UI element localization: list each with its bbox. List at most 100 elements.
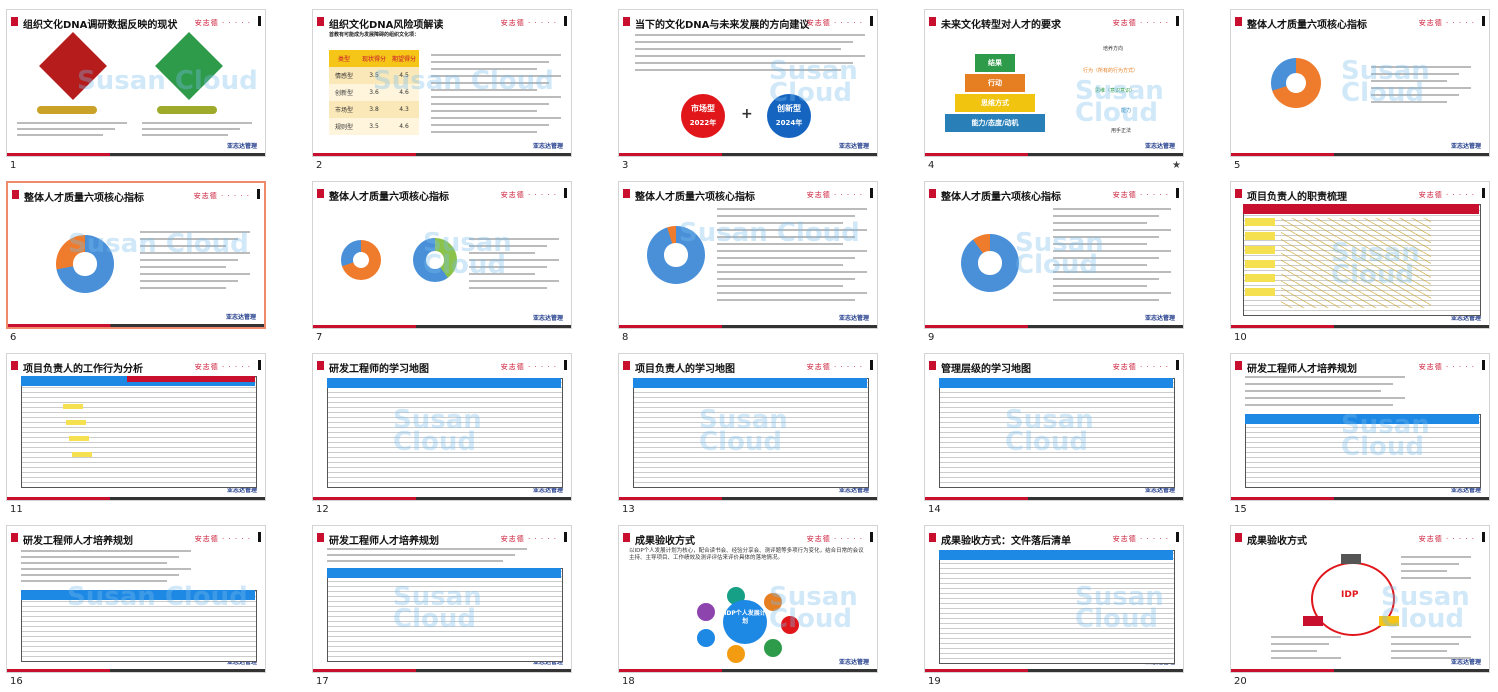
slide-footer-bar — [619, 497, 877, 500]
slide-thumbnail-20[interactable]: 成果验收方式 安志德 · · · · · 亚志达管理 IDP Susan Cloud 20 — [1230, 525, 1492, 691]
slide-footer-bar — [1231, 497, 1489, 500]
slide-title: 组织文化DNA调研数据反映的现状 — [23, 20, 178, 31]
slide-preview[interactable]: 组织文化DNA风险项解读 安志德 · · · · · 亚志达管理 首教有可能成为发展障… — [312, 9, 572, 157]
yellow-cell — [1245, 232, 1275, 240]
slide-thumbnail-10[interactable]: 项目负责人的职责梳理 安志德 · · · · · 亚志达管理 Susan Cloud 1… — [1230, 181, 1492, 347]
slide-number: 19 — [928, 676, 941, 687]
slide-preview[interactable]: 整体人才质量六项核心指标 安志德 · · · · · 亚志达管理 Susan Clou… — [924, 181, 1184, 329]
slide-preview[interactable]: 管理层级的学习地图 安志德 · · · · · 亚志达管理 Susan Cloud — [924, 353, 1184, 501]
slide-preview[interactable]: 整体人才质量六项核心指标 安志德 · · · · · 亚志达管理 Susan Clou… — [1230, 9, 1490, 157]
slide-preview[interactable]: 组织文化DNA调研数据反映的现状 安志德 · · · · · 亚志达管理 Susan … — [6, 9, 266, 157]
slide-thumbnail-14[interactable]: 管理层级的学习地图 安志德 · · · · · 亚志达管理 Susan Cloud 14 — [924, 353, 1186, 519]
text-line — [717, 215, 855, 217]
slide-title: 成果验收方式 — [635, 536, 695, 547]
slide-thumbnail-5[interactable]: 整体人才质量六项核心指标 安志德 · · · · · 亚志达管理 Susan Clou… — [1230, 9, 1492, 175]
slide-preview[interactable]: 整体人才质量六项核心指标 安志德 · · · · · 亚志达管理 Susan Clou… — [312, 181, 572, 329]
slide-thumbnail-12[interactable]: 研发工程师的学习地图 安志德 · · · · · 亚志达管理 Susan Cloud 1… — [312, 353, 574, 519]
slide-preview[interactable]: 项目负责人的工作行为分析 安志德 · · · · · 亚志达管理 — [6, 353, 266, 501]
slide-title: 研发工程师人才培养规划 — [1247, 364, 1357, 375]
text-line — [140, 259, 238, 261]
slide-title: 管理层级的学习地图 — [941, 364, 1031, 375]
yellow-cell — [1245, 246, 1275, 254]
data-table — [1245, 414, 1481, 488]
slide-preview[interactable]: 研发工程师人才培养规划 安志德 · · · · · 亚志达管理 Susan Cloud — [312, 525, 572, 673]
brand-bar — [257, 189, 260, 199]
slide-preview[interactable]: 成果验收方式 安志德 · · · · · 亚志达管理 IDP Susan Cloud — [1230, 525, 1490, 673]
slide-brand: 安志德 · · · · · — [500, 191, 557, 199]
slide-thumbnail-11[interactable]: 项目负责人的工作行为分析 安志德 · · · · · 亚志达管理 11 — [6, 353, 268, 519]
text-line — [1053, 299, 1159, 301]
slide-number: 15 — [1234, 504, 1247, 515]
slide-preview[interactable]: 项目负责人的学习地图 安志德 · · · · · 亚志达管理 Susan Cloud — [618, 353, 878, 501]
slide-thumbnail-6[interactable]: 整体人才质量六项核心指标 安志德 · · · · · 亚志达管理 Susan Clou… — [6, 181, 268, 347]
slide-preview[interactable]: 成果验收方式 安志德 · · · · · 亚志达管理 以IDP个人发展计划为核心，配合… — [618, 525, 878, 673]
slide-title: 当下的文化DNA与未来发展的方向建议 — [635, 20, 810, 31]
slide-thumbnail-2[interactable]: 组织文化DNA风险项解读 安志德 · · · · · 亚志达管理 首教有可能成为发展障… — [312, 9, 574, 175]
footer-logo: 亚志达管理 — [1144, 487, 1175, 494]
pyramid-level: 行动 — [965, 74, 1025, 92]
slide-title-marker — [317, 189, 324, 198]
text-line — [1371, 87, 1471, 89]
footer-logo: 亚志达管理 — [532, 315, 563, 322]
slide-thumbnail-16[interactable]: 研发工程师人才培养规划 安志德 · · · · · 亚志达管理 Susan Cloud… — [6, 525, 268, 691]
slide-preview[interactable]: 整体人才质量六项核心指标 安志德 · · · · · 亚志达管理 Susan Clou… — [6, 181, 266, 329]
slide-thumbnail-4[interactable]: 未来文化转型对人才的要求 安志德 · · · · · 亚志达管理 结果 行动 思维方式 能力… — [924, 9, 1186, 175]
slide-brand: 安志德 · · · · · — [806, 191, 863, 199]
text-line — [17, 122, 127, 124]
slide-preview[interactable]: 当下的文化DNA与未来发展的方向建议 安志德 · · · · · 亚志达管理 市场型 2… — [618, 9, 878, 157]
text-line — [1391, 650, 1447, 652]
slide-thumbnail-8[interactable]: 整体人才质量六项核心指标 安志德 · · · · · 亚志达管理 Susan Clou… — [618, 181, 880, 347]
slide-preview[interactable]: 项目负责人的职责梳理 安志德 · · · · · 亚志达管理 Susan Cloud — [1230, 181, 1490, 329]
text-line — [1271, 636, 1341, 638]
slide-thumbnail-3[interactable]: 当下的文化DNA与未来发展的方向建议 安志德 · · · · · 亚志达管理 市场型 2… — [618, 9, 880, 175]
text-line — [1053, 271, 1171, 273]
slide-thumbnail-9[interactable]: 整体人才质量六项核心指标 安志德 · · · · · 亚志达管理 Susan Clou… — [924, 181, 1186, 347]
slide-title-marker — [929, 17, 936, 26]
slide-brand: 安志德 · · · · · — [1418, 191, 1475, 199]
slide-title-marker — [929, 361, 936, 370]
slide-number: 14 — [928, 504, 941, 515]
slide-title: 项目负责人的学习地图 — [635, 364, 735, 375]
slide-preview[interactable]: 未来文化转型对人才的要求 安志德 · · · · · 亚志达管理 结果 行动 思维方式 能力… — [924, 9, 1184, 157]
risk-cell: 规则型 — [334, 124, 353, 131]
slide-title-marker — [1235, 17, 1242, 26]
slide-preview[interactable]: 研发工程师的学习地图 安志德 · · · · · 亚志达管理 Susan Cloud — [312, 353, 572, 501]
slide-footer-bar — [7, 153, 265, 156]
slide-number: 20 — [1234, 676, 1247, 687]
slide-number: 1 — [10, 160, 17, 171]
slide-preview[interactable]: 整体人才质量六项核心指标 安志德 · · · · · 亚志达管理 Susan Clou… — [618, 181, 878, 329]
brand-bar — [1176, 16, 1179, 26]
slide-thumbnail-7[interactable]: 整体人才质量六项核心指标 安志德 · · · · · 亚志达管理 Susan Clou… — [312, 181, 574, 347]
text-line — [635, 55, 865, 57]
risk-row: 情感型 3.5 4.5 — [329, 67, 419, 84]
risk-cell: 类型 — [337, 56, 350, 63]
slide-thumbnail-13[interactable]: 项目负责人的学习地图 安志德 · · · · · 亚志达管理 Susan Cloud 1… — [618, 353, 880, 519]
slide-thumbnail-18[interactable]: 成果验收方式 安志德 · · · · · 亚志达管理 以IDP个人发展计划为核心，配合… — [618, 525, 880, 691]
slide-thumbnail-17[interactable]: 研发工程师人才培养规划 安志德 · · · · · 亚志达管理 Susan Cloud… — [312, 525, 574, 691]
pyramid-level: 能力/态度/动机 — [945, 114, 1045, 132]
slide-thumbnail-15[interactable]: 研发工程师人才培养规划 安志德 · · · · · 亚志达管理 Susan Cloud… — [1230, 353, 1492, 519]
text-line — [717, 271, 867, 273]
text-line — [717, 250, 867, 252]
donut-chart — [961, 234, 1019, 292]
market-circle: 市场型 2022年 — [681, 94, 725, 138]
text-line — [1391, 657, 1471, 659]
satellite-circle — [697, 602, 716, 621]
slide-title-marker — [1235, 189, 1242, 198]
table-header — [633, 378, 867, 388]
text-line — [17, 128, 115, 130]
slide-thumbnail-1[interactable]: 组织文化DNA调研数据反映的现状 安志德 · · · · · 亚志达管理 Susan … — [6, 9, 268, 175]
innov-label: 创新型 — [777, 104, 801, 113]
risk-cell: 3.5 — [369, 72, 379, 79]
slide-preview[interactable]: 研发工程师人才培养规划 安志德 · · · · · 亚志达管理 Susan Cloud — [6, 525, 266, 673]
slide-footer-bar — [1231, 669, 1489, 672]
text-line — [1245, 376, 1405, 378]
text-line — [717, 229, 867, 231]
brand-bar — [258, 16, 261, 26]
text-line — [17, 134, 103, 136]
text-line — [717, 278, 855, 280]
slide-preview[interactable]: 研发工程师人才培养规划 安志德 · · · · · 亚志达管理 Susan Cloud — [1230, 353, 1490, 501]
